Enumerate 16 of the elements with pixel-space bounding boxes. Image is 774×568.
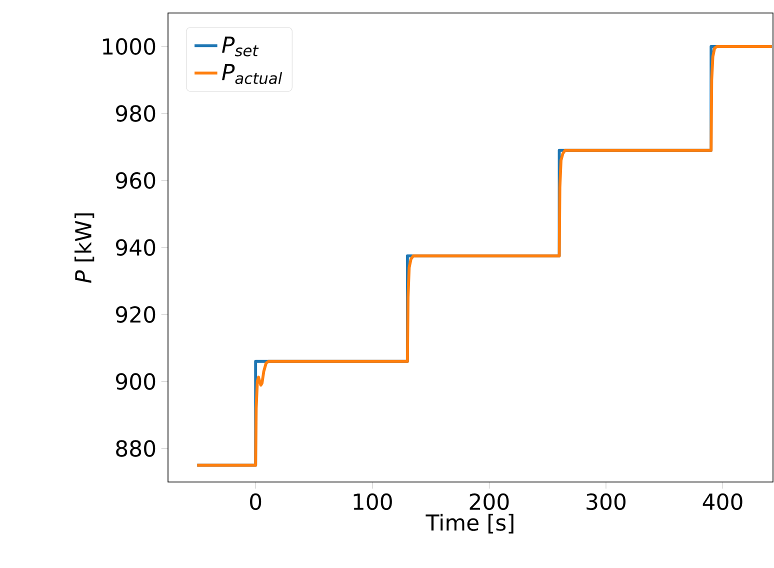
x-tick-label: 100 [354,493,392,510]
x-tick-label: 0 [250,493,262,510]
x-axis-title: Time [s] [426,514,514,534]
y-axis-title: P [kW] [74,213,94,283]
y-tick-label: 920 [116,306,156,323]
x-tick-label: 300 [586,493,626,510]
y-tick-label: 880 [116,440,156,457]
y-tick-label: 980 [116,105,156,122]
y-tick-label: 940 [116,239,156,256]
y-tick-label: 960 [116,172,156,189]
y-tick-label: 1000 [103,38,156,55]
y-tick-label: 900 [116,373,156,390]
legend-label: P$_{set}$ [222,36,259,56]
legend-label: P$_{actual}$ [222,64,282,84]
x-tick-label: 200 [470,493,509,510]
x-tick-label: 400 [702,493,742,510]
